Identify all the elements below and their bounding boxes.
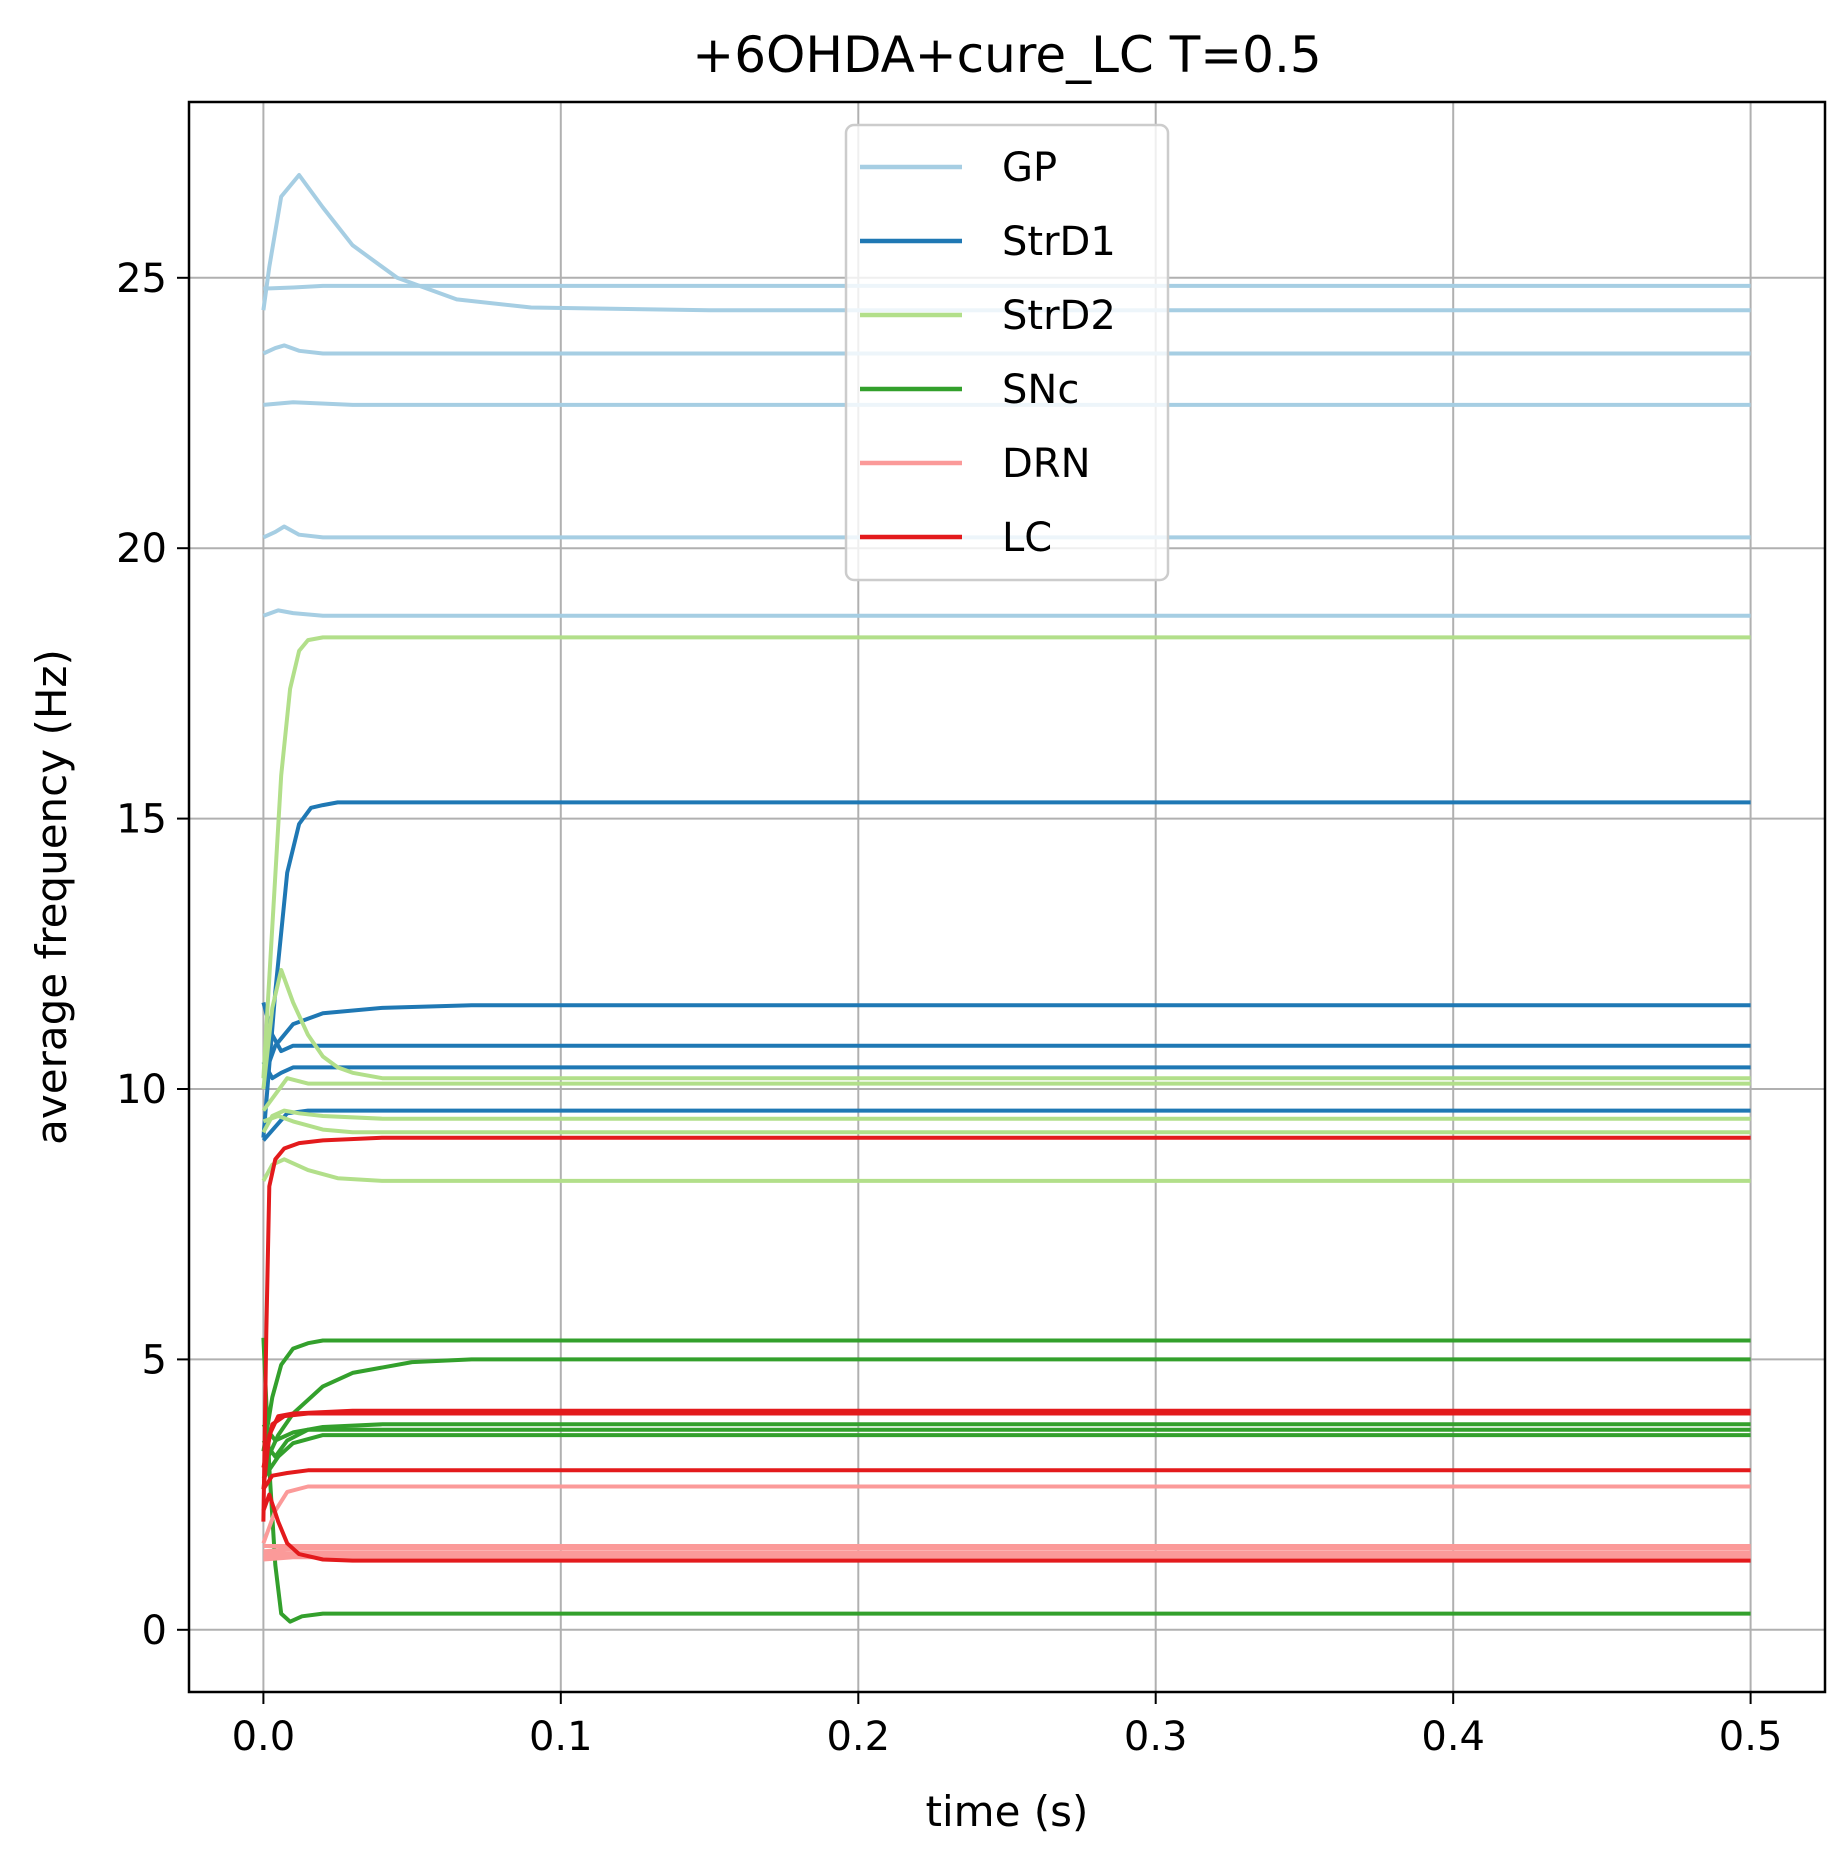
series-line-strd2-12 [261,968,1751,1090]
series-line-strd1-7 [261,1003,1751,1079]
series-line-strd2-13 [261,1076,1751,1112]
plot-frame [187,100,1827,1694]
series-line-strd2-11 [261,635,1751,1079]
series-line-strd1-10 [261,1108,1751,1142]
series-line-drn-27 [263,1553,1751,1559]
series-line-snc-21 [261,1427,1751,1459]
series-line-snc-17 [261,1338,1751,1452]
series-line-gp-5 [262,608,1751,618]
legend-label-lc: LC [1002,515,1052,561]
series-line-strd2-15 [262,1114,1751,1135]
series-line-lc-32 [261,1468,1751,1491]
x-tick-label: 0.4 [1421,1714,1485,1760]
x-tick-label: 0.3 [1124,1714,1188,1760]
legend-label-strd1: StrD1 [1002,219,1116,265]
y-tick-label: 0 [142,1608,167,1654]
series-line-snc-20 [261,1433,1751,1480]
y-tick-label: 20 [116,526,167,572]
legend-label-snc: SNc [1002,367,1079,413]
series-lines [261,173,1751,1624]
series-line-strd1-9 [261,1060,1751,1081]
y-tick-label: 10 [116,1067,167,1113]
series-line-lc-29 [261,1135,1751,1522]
series-line-gp-4 [262,524,1751,540]
x-axis-label: time (s) [926,1787,1089,1836]
legend-label-drn: DRN [1002,441,1091,487]
series-line-lc-33 [261,1492,1751,1563]
y-tick-label: 15 [116,797,167,843]
legend-box [844,123,1170,582]
series-line-strd2-14 [261,1108,1751,1134]
axis-ticks: 0.0 0.1 0.2 0.3 0.4 0.5 0 5 10 15 20 25 [116,256,1782,1760]
series-line-drn-23 [261,1484,1751,1544]
series-line-strd1-6 [261,800,1751,1138]
series-line-drn-26 [263,1551,1751,1557]
series-line-gp-0 [261,173,1751,313]
y-axis-label: average frequency (Hz) [27,649,76,1145]
chart-title: +6OHDA+cure_LC T=0.5 [692,26,1321,84]
legend-label-strd2: StrD2 [1002,293,1116,339]
series-line-gp-2 [262,343,1751,356]
x-tick-label: 0.2 [826,1714,890,1760]
series-line-lc-31 [261,1411,1751,1469]
x-tick-label: 0.0 [232,1714,296,1760]
y-tick-label: 25 [116,256,167,302]
legend-label-gp: GP [1002,145,1057,191]
x-tick-label: 0.5 [1719,1714,1783,1760]
series-line-drn-28 [263,1555,1751,1562]
y-tick-label: 5 [142,1337,167,1383]
legend: GP StrD1 StrD2 SNc DRN LC [844,123,1170,582]
x-tick-label: 0.1 [529,1714,593,1760]
series-line-snc-18 [261,1357,1751,1469]
series-line-snc-19 [261,1422,1751,1443]
